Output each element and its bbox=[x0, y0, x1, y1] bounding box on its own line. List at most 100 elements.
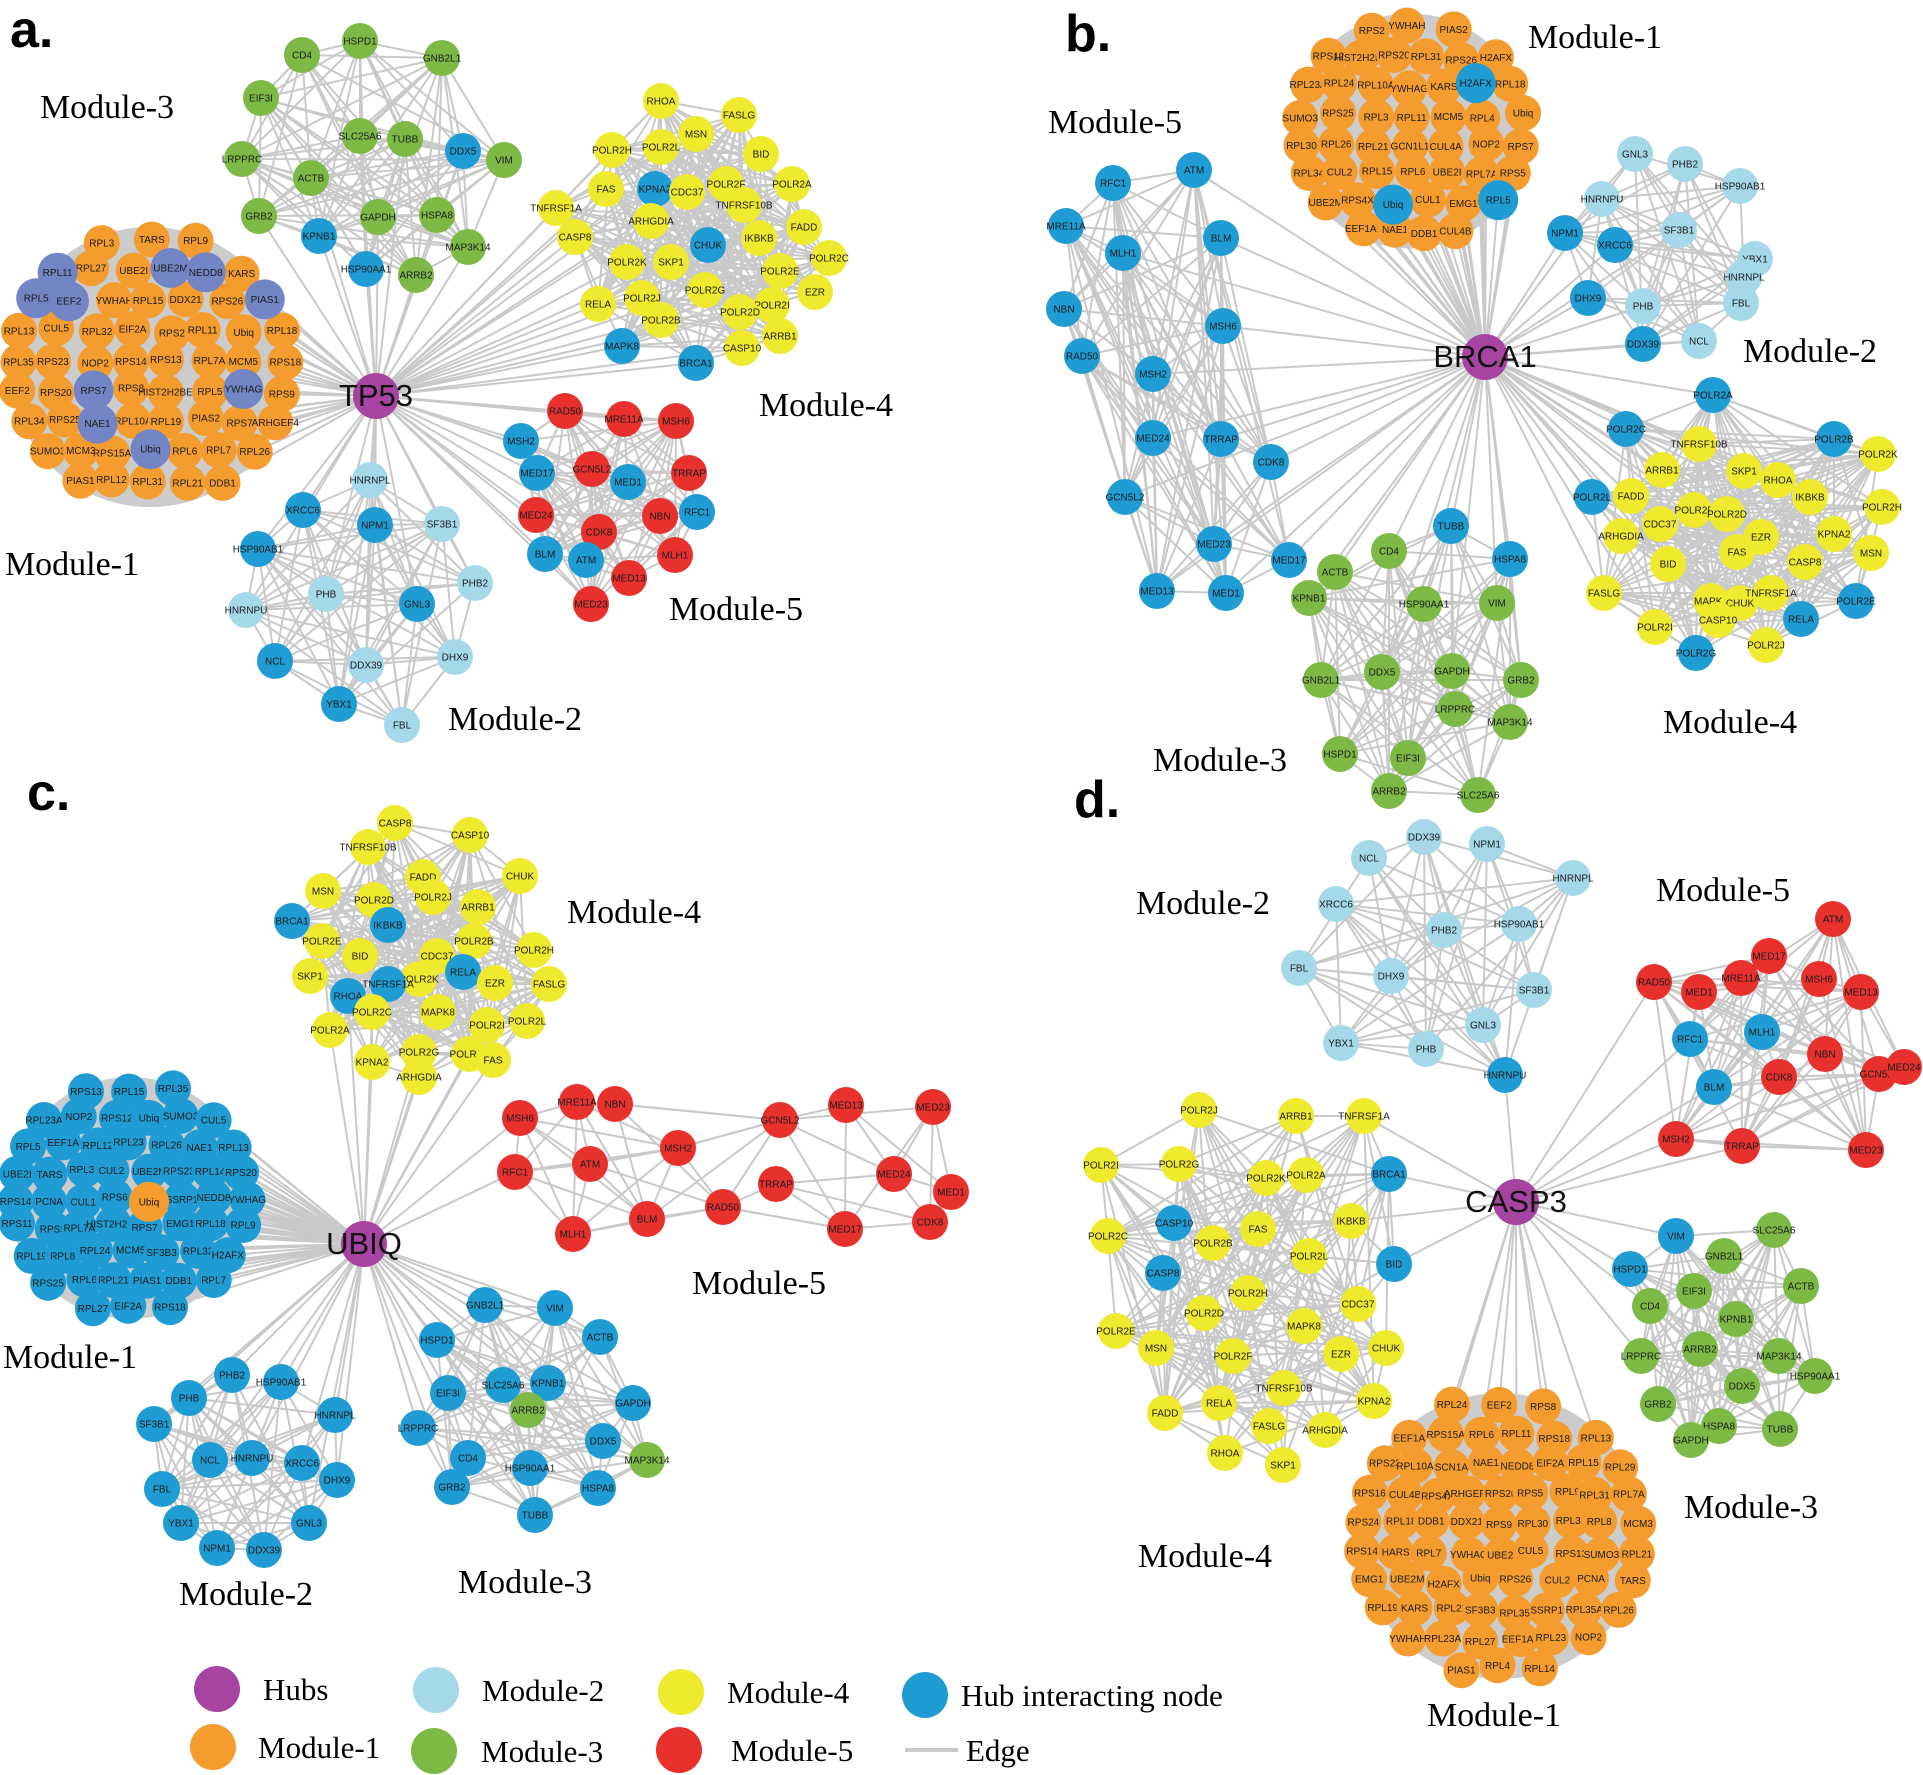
svg-text:RPL24: RPL24 bbox=[1324, 79, 1355, 90]
svg-text:ATM: ATM bbox=[1823, 915, 1843, 926]
svg-text:MCM5: MCM5 bbox=[1434, 112, 1464, 123]
svg-text:GCN5L2: GCN5L2 bbox=[1106, 493, 1145, 504]
svg-text:RPS2: RPS2 bbox=[159, 329, 186, 340]
svg-text:POLR2G: POLR2G bbox=[1159, 1160, 1200, 1171]
svg-text:GAPDH: GAPDH bbox=[1673, 1436, 1709, 1447]
svg-text:RPL23: RPL23 bbox=[113, 1138, 144, 1149]
svg-text:POLR2J: POLR2J bbox=[1180, 1106, 1218, 1117]
svg-text:RPS4X: RPS4X bbox=[1341, 196, 1374, 207]
svg-text:Module-2: Module-2 bbox=[179, 1576, 313, 1613]
svg-text:RPS18: RPS18 bbox=[1538, 1434, 1570, 1445]
svg-text:NAE1: NAE1 bbox=[84, 419, 111, 430]
svg-text:POLR2C: POLR2C bbox=[809, 254, 849, 265]
svg-text:NPM1: NPM1 bbox=[203, 1544, 231, 1555]
svg-text:ARRB2: ARRB2 bbox=[511, 1406, 545, 1417]
svg-text:DHX9: DHX9 bbox=[1378, 972, 1405, 983]
svg-text:MAP3K14: MAP3K14 bbox=[624, 1456, 669, 1467]
svg-text:RPL6: RPL6 bbox=[172, 446, 197, 457]
svg-text:POLR2K: POLR2K bbox=[607, 258, 647, 269]
svg-text:DHX9: DHX9 bbox=[442, 653, 469, 664]
svg-text:KPNA2: KPNA2 bbox=[639, 185, 672, 196]
svg-text:RPL18: RPL18 bbox=[1386, 1517, 1417, 1528]
svg-text:TRRAP: TRRAP bbox=[1204, 435, 1238, 446]
svg-text:Module-3: Module-3 bbox=[481, 1734, 603, 1769]
svg-text:RPL7A: RPL7A bbox=[63, 1223, 95, 1234]
svg-text:HARS: HARS bbox=[1382, 1547, 1410, 1558]
svg-text:POLR2G: POLR2G bbox=[685, 286, 726, 297]
svg-text:RPL19: RPL19 bbox=[151, 417, 182, 428]
svg-text:CD4: CD4 bbox=[458, 1454, 478, 1465]
svg-text:RPL31: RPL31 bbox=[69, 1165, 100, 1176]
svg-text:RPL24: RPL24 bbox=[80, 1246, 111, 1257]
svg-text:NOP2: NOP2 bbox=[65, 1112, 93, 1123]
svg-text:MAP3K14: MAP3K14 bbox=[1487, 718, 1532, 729]
svg-text:RPL31: RPL31 bbox=[1579, 1490, 1610, 1501]
svg-text:RPL7A: RPL7A bbox=[1613, 1490, 1645, 1501]
svg-text:GNL3: GNL3 bbox=[296, 1519, 323, 1530]
svg-text:Module-2: Module-2 bbox=[1743, 333, 1877, 370]
svg-text:POLR2H: POLR2H bbox=[514, 946, 554, 957]
svg-text:YWHAG: YWHAG bbox=[225, 385, 263, 396]
svg-text:NAE1: NAE1 bbox=[1473, 1458, 1500, 1469]
svg-text:NPM1: NPM1 bbox=[1473, 840, 1501, 851]
svg-text:DDX5: DDX5 bbox=[1369, 668, 1396, 679]
svg-text:MCM3: MCM3 bbox=[1623, 1519, 1653, 1530]
svg-text:TARS: TARS bbox=[1620, 1576, 1646, 1587]
svg-text:RPS9: RPS9 bbox=[40, 1224, 67, 1235]
svg-text:RPS11: RPS11 bbox=[2, 1219, 33, 1230]
svg-text:MED24: MED24 bbox=[1136, 434, 1170, 445]
svg-text:LRPPRC: LRPPRC bbox=[222, 155, 263, 166]
svg-text:POLR2J: POLR2J bbox=[414, 893, 452, 904]
svg-text:GAPDH: GAPDH bbox=[360, 213, 396, 224]
svg-text:RPS25: RPS25 bbox=[1322, 109, 1354, 120]
svg-text:RPS23: RPS23 bbox=[163, 1166, 195, 1177]
svg-text:TNFRSF10B: TNFRSF10B bbox=[715, 201, 773, 212]
svg-text:HSPD1: HSPD1 bbox=[1613, 1265, 1647, 1276]
svg-text:POLR2A: POLR2A bbox=[1693, 391, 1733, 402]
svg-text:TNFRSF10B: TNFRSF10B bbox=[1255, 1384, 1313, 1395]
svg-text:CASP10: CASP10 bbox=[1155, 1219, 1194, 1230]
svg-text:RHOA: RHOA bbox=[1764, 476, 1793, 487]
svg-text:POLR2I: POLR2I bbox=[1083, 1161, 1119, 1172]
svg-text:MAPK8: MAPK8 bbox=[605, 342, 639, 353]
svg-text:RAD50: RAD50 bbox=[1066, 352, 1099, 363]
svg-text:RPS14: RPS14 bbox=[1346, 1547, 1378, 1558]
svg-text:RELA: RELA bbox=[450, 968, 476, 979]
svg-text:BID: BID bbox=[1386, 1260, 1403, 1271]
svg-text:RPS15A: RPS15A bbox=[93, 449, 132, 460]
svg-text:MSN: MSN bbox=[1860, 549, 1882, 560]
svg-text:POLR2D: POLR2D bbox=[354, 896, 394, 907]
svg-text:ARHGDIA: ARHGDIA bbox=[628, 217, 674, 228]
svg-text:TRRAP: TRRAP bbox=[672, 469, 706, 480]
svg-text:RPL35: RPL35 bbox=[1499, 1609, 1530, 1620]
svg-text:MAPK8: MAPK8 bbox=[1694, 597, 1728, 608]
svg-text:Module-4: Module-4 bbox=[1663, 704, 1797, 741]
svg-text:POLR2A: POLR2A bbox=[772, 180, 812, 191]
svg-text:RPL35: RPL35 bbox=[158, 1084, 189, 1095]
svg-text:CASP10: CASP10 bbox=[1699, 616, 1738, 627]
svg-text:RPL11: RPL11 bbox=[188, 326, 218, 337]
svg-text:H2AFX: H2AFX bbox=[1428, 1579, 1461, 1590]
svg-text:NAE1: NAE1 bbox=[1382, 225, 1409, 236]
svg-text:b.: b. bbox=[1065, 5, 1111, 63]
svg-text:TNFRSF1A: TNFRSF1A bbox=[530, 204, 582, 215]
svg-text:MSH6: MSH6 bbox=[1209, 322, 1237, 333]
svg-text:RPS16: RPS16 bbox=[1354, 1488, 1386, 1499]
svg-text:SLC25A6: SLC25A6 bbox=[339, 132, 382, 143]
svg-text:POLR2A: POLR2A bbox=[310, 1026, 350, 1037]
svg-text:Module-1: Module-1 bbox=[1528, 19, 1662, 56]
svg-text:DDX5: DDX5 bbox=[1729, 1382, 1756, 1393]
svg-text:ARRB1: ARRB1 bbox=[763, 332, 797, 343]
svg-text:NEDD8: NEDD8 bbox=[1501, 1462, 1535, 1473]
svg-text:DDX21: DDX21 bbox=[169, 295, 202, 306]
svg-text:ARRB1: ARRB1 bbox=[1645, 466, 1679, 477]
svg-text:Module-1: Module-1 bbox=[5, 546, 139, 583]
svg-text:RPS13: RPS13 bbox=[70, 1087, 102, 1098]
svg-text:SLC25A6: SLC25A6 bbox=[1753, 1226, 1796, 1237]
svg-text:PCNA: PCNA bbox=[1577, 1574, 1605, 1585]
svg-text:POLR2J: POLR2J bbox=[1747, 641, 1785, 652]
svg-text:Module-5: Module-5 bbox=[1656, 872, 1790, 909]
svg-text:RPL12: RPL12 bbox=[83, 1141, 114, 1152]
svg-text:Module-2: Module-2 bbox=[482, 1673, 604, 1708]
svg-text:HNRNPL: HNRNPL bbox=[314, 1411, 356, 1422]
